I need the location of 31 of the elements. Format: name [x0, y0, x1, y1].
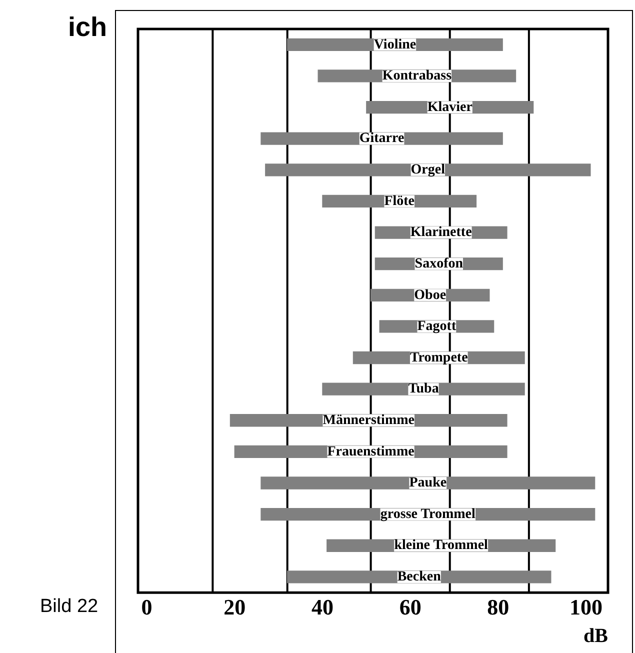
y-tick-label: Orgel [410, 162, 446, 178]
y-tick-label: Tuba [408, 382, 439, 397]
y-tick-label: Fagott [417, 319, 456, 334]
y-tick-label: Frauenstimme [327, 444, 414, 460]
y-tick-label: Pauke [409, 476, 447, 491]
y-tick-label: Oboe [414, 288, 446, 303]
y-tick-label: Violine [374, 37, 416, 52]
x-tick-label: 60 [399, 594, 422, 620]
x-tick-label: 100 [570, 594, 603, 620]
y-tick-label: Männerstimme [322, 413, 414, 428]
text: Bild 22 [40, 596, 98, 618]
y-tick-label: Trompete [410, 350, 468, 366]
x-tick-label: 0 [141, 594, 152, 620]
bar [265, 164, 591, 176]
y-tick-label: kleine Trommel [394, 538, 488, 554]
x-axis-title: dB [584, 625, 608, 648]
bar [287, 570, 552, 584]
y-tick-label: Klarinette [410, 225, 472, 240]
x-tick-label: 80 [487, 594, 510, 620]
x-tick-label: 40 [311, 594, 334, 620]
x-tick-label: 20 [224, 594, 246, 620]
bar [322, 382, 525, 396]
y-tick-label: Kontrabass [382, 68, 452, 84]
y-tick-label: Saxofon [414, 256, 464, 272]
y-tick-label: grosse Trommel [380, 506, 476, 522]
bar [260, 476, 596, 490]
y-tick-label: Klavier [427, 100, 472, 115]
y-tick-label: Flöte [384, 194, 415, 209]
chart-title: ich [68, 12, 108, 43]
y-tick-label: Becken [397, 570, 442, 585]
y-tick-label: Gitarre [359, 131, 404, 146]
